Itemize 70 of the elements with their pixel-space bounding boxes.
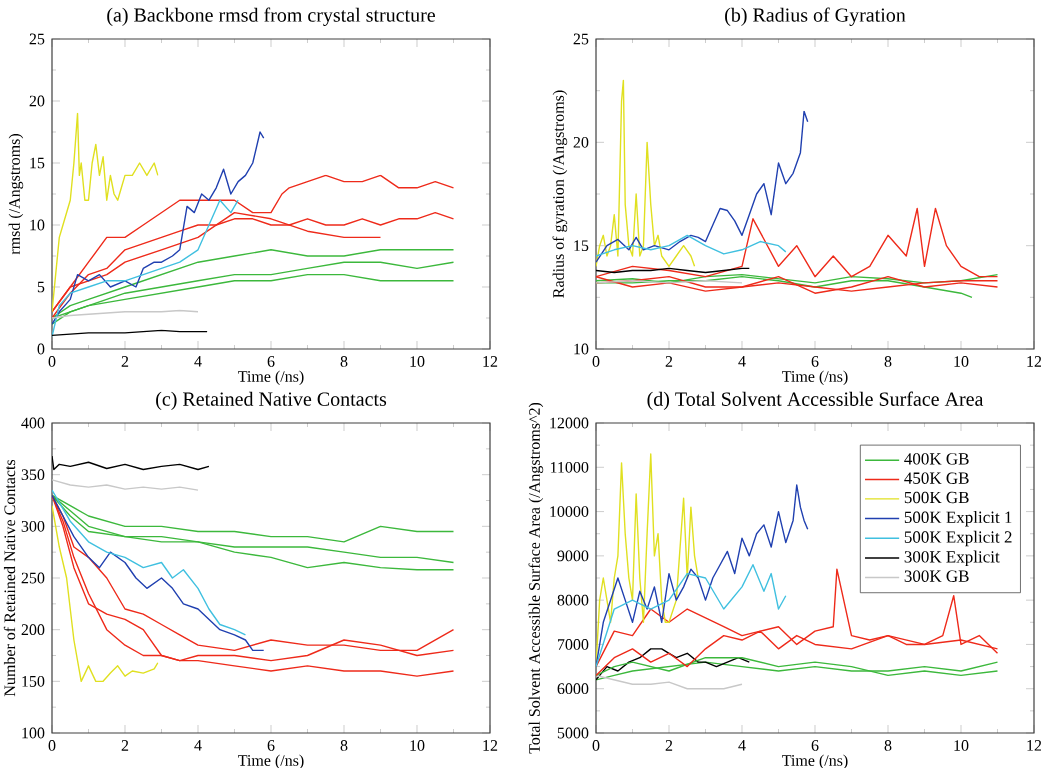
x-tick-label: 12 (483, 740, 498, 751)
x-tick-label: 2 (665, 740, 673, 751)
y-axis-title: Radius of gyration (/Angstroms) (552, 90, 568, 298)
legend-label: 500K Explicit 2 (904, 530, 1012, 547)
x-tick-label: 2 (121, 356, 129, 367)
x-tick-label: 8 (884, 740, 892, 751)
y-axis-title: rmsd (/Angstroms) (8, 134, 24, 255)
y-tick-label: 8000 (557, 594, 589, 606)
legend-label: 500K Explicit 1 (904, 511, 1012, 527)
x-tick-label: 8 (884, 356, 892, 367)
x-axis-title: Time (/ns) (782, 370, 848, 386)
y-tick-label: 6000 (557, 683, 589, 695)
chart-title: (c) Retained Native Contacts (156, 391, 387, 410)
x-tick-label: 10 (954, 356, 969, 367)
y-tick-label: 25 (29, 33, 45, 45)
x-tick-label: 8 (340, 740, 348, 751)
x-tick-label: 4 (738, 740, 746, 751)
x-tick-label: 0 (592, 740, 600, 751)
legend-label: 450K GB (904, 472, 969, 484)
x-tick-label: 0 (48, 740, 56, 751)
x-tick-label: 2 (121, 740, 129, 751)
chart-title: (d) Total Solvent Accessible Surface Area (647, 391, 984, 410)
y-tick-label: 10 (30, 219, 45, 231)
x-tick-label: 4 (194, 740, 202, 751)
y-tick-label: 400 (21, 417, 45, 429)
y-tick-label: 250 (21, 572, 45, 584)
y-tick-label: 11000 (550, 461, 589, 473)
chart-title: (b) Radius of Gyration (725, 7, 906, 26)
x-tick-label: 6 (811, 740, 819, 751)
y-tick-label: 350 (21, 469, 45, 481)
y-tick-label: 7000 (558, 639, 589, 650)
x-tick-label: 12 (483, 356, 498, 367)
legend-label: 500K GB (904, 491, 969, 504)
y-tick-label: 0 (37, 343, 45, 355)
y-tick-label: 10000 (550, 506, 589, 517)
y-tick-label: 20 (573, 136, 589, 148)
y-axis-title: Total Solvent Accessible Surface Area (/Angstroms^2) (528, 402, 544, 754)
y-tick-label: 150 (22, 675, 45, 687)
y-tick-label: 300 (21, 520, 45, 532)
y-tick-label: 15 (30, 157, 45, 169)
x-tick-label: 10 (410, 356, 425, 367)
y-axis-title: Number of Retained Native Contacts (3, 459, 16, 697)
y-tick-label: 20 (29, 95, 45, 107)
x-tick-label: 10 (410, 740, 425, 751)
y-tick-label: 12000 (550, 417, 589, 429)
legend-label: 300K Explicit (904, 550, 1000, 567)
y-tick-label: 100 (22, 727, 45, 739)
legend-label: 300K GB (904, 570, 969, 582)
x-tick-label: 4 (738, 356, 746, 367)
x-axis-title: Time (/ns) (238, 370, 304, 386)
x-tick-label: 6 (267, 740, 275, 751)
x-tick-label: 0 (48, 356, 56, 367)
y-tick-label: 9000 (557, 550, 589, 562)
legend-label: 400K GB (904, 453, 969, 465)
x-tick-label: 0 (592, 356, 600, 367)
x-tick-label: 2 (665, 356, 673, 367)
y-tick-label: 10 (574, 343, 589, 355)
x-tick-label: 8 (340, 356, 348, 367)
x-tick-label: 4 (194, 356, 202, 367)
x-tick-label: 6 (267, 356, 275, 367)
y-tick-label: 200 (21, 624, 45, 636)
x-tick-label: 10 (954, 740, 969, 751)
y-tick-label: 5 (37, 281, 45, 293)
y-tick-label: 25 (573, 33, 589, 45)
y-tick-label: 5000 (557, 727, 589, 739)
x-tick-label: 12 (1027, 740, 1041, 751)
x-tick-label: 6 (811, 356, 819, 367)
chart-title: (a) Backbone rmsd from crystal structure (107, 7, 435, 26)
y-tick-label: 15 (574, 240, 589, 252)
x-tick-label: 12 (1027, 356, 1041, 367)
